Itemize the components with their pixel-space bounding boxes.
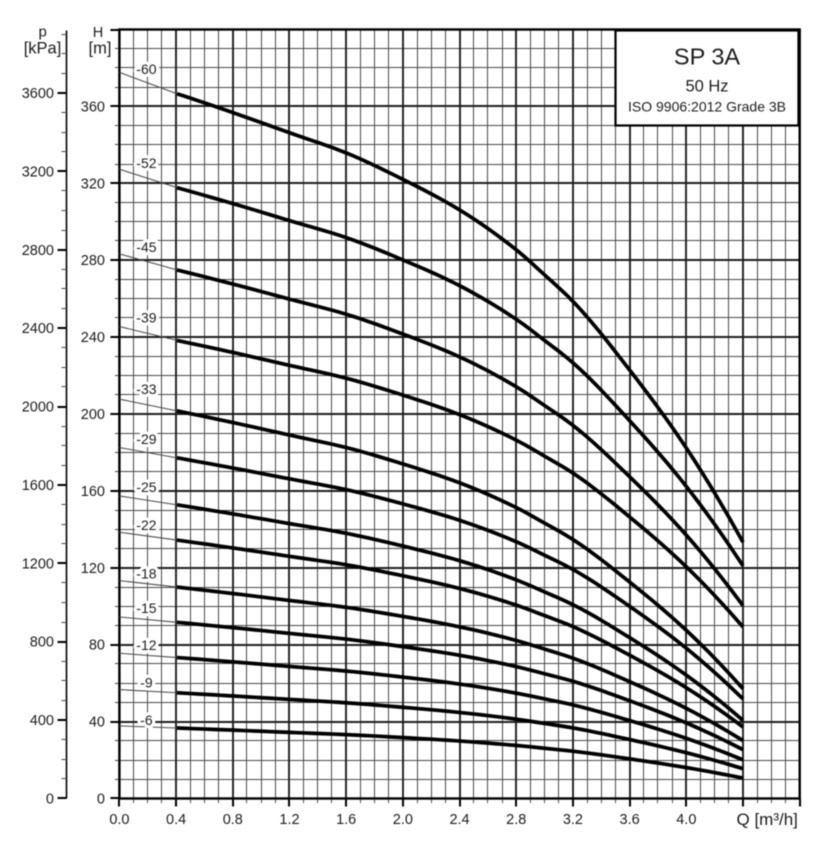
svg-text:50 Hz: 50 Hz (685, 78, 728, 96)
svg-text:240: 240 (81, 330, 105, 346)
svg-text:1200: 1200 (22, 556, 54, 572)
svg-text:SP 3A: SP 3A (674, 44, 741, 70)
svg-text:160: 160 (81, 484, 105, 500)
svg-text:0.0: 0.0 (109, 812, 129, 828)
svg-text:3600: 3600 (22, 86, 54, 102)
svg-text:200: 200 (81, 407, 105, 423)
svg-text:0.4: 0.4 (166, 812, 186, 828)
svg-text:-25: -25 (136, 479, 156, 495)
svg-text:3.6: 3.6 (620, 812, 640, 828)
svg-text:0: 0 (97, 792, 105, 808)
svg-text:-15: -15 (136, 600, 156, 616)
svg-text:-29: -29 (136, 431, 156, 447)
svg-text:2.4: 2.4 (449, 812, 469, 828)
svg-text:280: 280 (81, 253, 105, 269)
svg-text:1.2: 1.2 (279, 812, 299, 828)
svg-text:360: 360 (81, 99, 105, 115)
svg-text:-9: -9 (140, 674, 153, 690)
svg-text:4.0: 4.0 (676, 812, 696, 828)
svg-text:Q [m³/h]: Q [m³/h] (737, 810, 798, 829)
svg-text:-12: -12 (136, 637, 156, 653)
svg-text:H: H (93, 25, 103, 41)
svg-text:80: 80 (89, 638, 105, 654)
svg-text:-22: -22 (136, 517, 156, 533)
svg-text:p: p (39, 24, 47, 41)
svg-text:-60: -60 (136, 61, 156, 77)
svg-text:2000: 2000 (22, 400, 54, 416)
svg-text:-6: -6 (140, 712, 153, 728)
svg-text:ISO 9906:2012 Grade 3B: ISO 9906:2012 Grade 3B (628, 99, 786, 115)
svg-text:-33: -33 (136, 381, 156, 397)
svg-text:[kPa]: [kPa] (24, 40, 62, 58)
svg-text:120: 120 (81, 561, 105, 577)
svg-text:1600: 1600 (22, 478, 54, 494)
svg-text:3200: 3200 (22, 164, 54, 180)
svg-text:0: 0 (46, 792, 54, 808)
svg-text:1.6: 1.6 (336, 812, 356, 828)
svg-text:-52: -52 (136, 155, 156, 171)
svg-text:-39: -39 (136, 310, 156, 326)
svg-text:320: 320 (81, 176, 105, 192)
svg-text:[m]: [m] (89, 40, 112, 58)
svg-text:800: 800 (30, 635, 54, 651)
svg-text:-45: -45 (136, 239, 156, 255)
svg-text:2800: 2800 (22, 243, 54, 259)
svg-text:2.0: 2.0 (393, 812, 413, 828)
svg-text:400: 400 (30, 713, 54, 729)
svg-text:0.8: 0.8 (223, 812, 243, 828)
svg-text:2400: 2400 (22, 321, 54, 337)
svg-text:-18: -18 (136, 565, 156, 581)
svg-text:40: 40 (89, 715, 105, 731)
svg-text:3.2: 3.2 (563, 812, 583, 828)
svg-text:2.8: 2.8 (506, 812, 526, 828)
